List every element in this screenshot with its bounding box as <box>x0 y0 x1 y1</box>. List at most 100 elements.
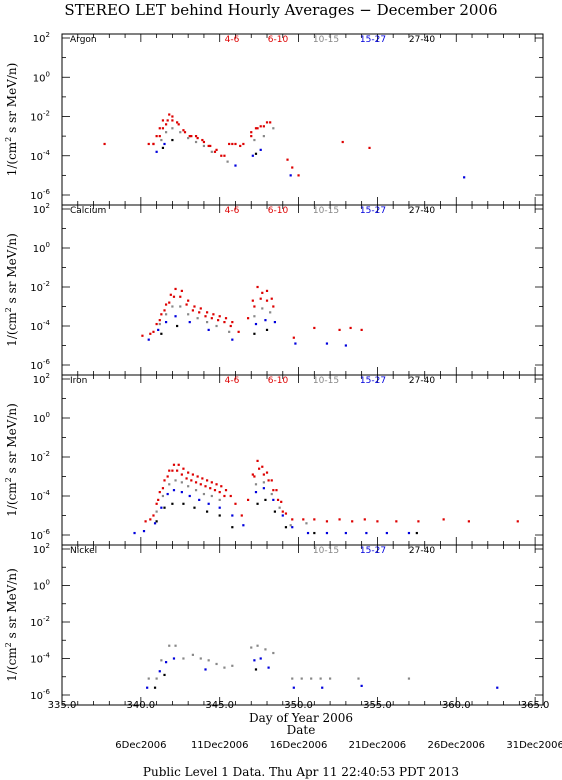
x-tick-label: 360.0 <box>442 700 471 711</box>
data-point-10-15 <box>269 311 272 314</box>
data-point-4-6 <box>349 326 352 330</box>
legend-item-15-27: 15-27 <box>360 35 386 45</box>
data-point-6-10 <box>161 487 165 490</box>
data-point-10-15 <box>228 330 231 333</box>
data-point-4-6 <box>251 473 254 476</box>
data-point-4-6 <box>210 481 213 484</box>
y-tick-label: 102 <box>33 31 50 45</box>
y-tick-label: 100 <box>33 241 50 255</box>
data-point-10-15 <box>300 677 303 680</box>
data-point-27-40 <box>171 502 174 505</box>
data-point-10-15 <box>179 305 182 308</box>
data-point-4-6 <box>213 150 217 153</box>
data-point-4-6 <box>180 289 183 292</box>
data-point-15-27 <box>407 531 411 535</box>
panel-frame <box>61 33 544 206</box>
data-point-4-6 <box>207 144 210 148</box>
chart-title: STEREO LET behind Hourly Averages − Dece… <box>64 1 497 19</box>
data-point-15-27 <box>163 142 166 146</box>
data-point-4-6 <box>442 518 445 521</box>
legend-item-10-15: 10-15 <box>313 35 339 45</box>
y-tick-label: 10-2 <box>30 280 50 294</box>
data-point-27-40 <box>161 146 165 149</box>
data-point-15-27 <box>207 502 210 505</box>
y-tick-label: 100 <box>33 579 50 593</box>
data-point-15-27 <box>188 321 191 324</box>
legend-item-15-27: 15-27 <box>360 376 386 386</box>
data-point-27-40 <box>153 686 157 689</box>
data-point-6-10 <box>213 489 217 492</box>
data-point-4-6 <box>256 285 259 289</box>
data-point-10-15 <box>357 677 360 680</box>
data-point-15-27 <box>188 494 191 498</box>
data-point-27-40 <box>231 526 234 529</box>
data-point-15-27 <box>164 661 168 664</box>
data-point-4-6 <box>172 463 176 466</box>
data-point-4-6 <box>231 321 234 324</box>
data-point-10-15 <box>305 522 308 525</box>
y-tick-label: 10-4 <box>30 149 50 163</box>
data-point-15-27 <box>344 531 347 535</box>
data-point-6-10 <box>172 295 176 298</box>
legend-item-27-40: 27-40 <box>409 35 435 45</box>
data-point-10-15 <box>202 144 206 148</box>
data-point-10-15 <box>155 677 158 680</box>
x-axis-sublabel: Date <box>287 723 316 737</box>
data-point-15-27 <box>262 487 265 490</box>
data-point-6-10 <box>204 485 207 488</box>
data-point-4-6 <box>164 123 168 126</box>
date-tick-label: 26Dec2006 <box>427 740 485 751</box>
data-point-4-6 <box>158 127 161 130</box>
data-point-15-27 <box>147 338 150 341</box>
data-point-4-6 <box>234 502 237 505</box>
data-point-15-27 <box>267 666 270 669</box>
data-point-4-6 <box>237 330 240 333</box>
data-point-15-27 <box>146 686 149 689</box>
legend-item-27-40: 27-40 <box>409 546 435 556</box>
data-point-10-15 <box>174 479 177 482</box>
date-tick-labels: 6Dec2006 11Dec2006 16Dec2006 21Dec2006 26Dec… <box>115 740 562 751</box>
data-point-6-10 <box>272 489 275 492</box>
data-point-6-10 <box>168 301 171 304</box>
data-point-4-6 <box>163 479 166 482</box>
data-point-4-6 <box>212 313 215 316</box>
x-axis-label: Day of Year 2006 <box>249 711 353 725</box>
data-point-6-10 <box>258 467 261 470</box>
data-point-15-27 <box>360 684 363 687</box>
y-tick-label: 100 <box>33 411 50 425</box>
data-point-10-15 <box>250 646 253 649</box>
y-tick-label: 10-6 <box>30 688 50 702</box>
legend-item-6-10: 6-10 <box>268 376 289 386</box>
data-point-27-40 <box>163 673 166 677</box>
data-point-10-15 <box>194 489 198 492</box>
data-point-4-6 <box>169 293 172 296</box>
data-point-4-6 <box>270 297 273 300</box>
data-point-10-15 <box>319 677 322 680</box>
data-point-4-6 <box>194 135 198 138</box>
date-tick-label: 16Dec2006 <box>270 740 328 751</box>
data-point-10-15 <box>231 664 234 667</box>
data-point-4-6 <box>275 489 278 492</box>
data-point-15-27 <box>259 148 262 151</box>
data-point-27-40 <box>256 502 259 505</box>
data-point-4-6 <box>265 289 269 292</box>
data-point-6-10 <box>281 510 284 513</box>
data-point-10-15 <box>207 659 210 662</box>
data-point-6-10 <box>259 297 262 300</box>
data-point-4-6 <box>205 311 209 314</box>
data-point-15-27 <box>272 498 275 501</box>
data-point-6-10 <box>163 309 166 312</box>
data-point-4-6 <box>250 135 253 138</box>
data-point-10-15 <box>164 131 168 134</box>
x-tick-label: 340.0 <box>127 700 156 711</box>
data-point-4-6 <box>160 313 163 316</box>
data-point-6-10 <box>179 295 182 298</box>
panels: 102 100 10-2 10-4 10-6 1/(cm2 s sr MeV/n) Argo… <box>4 31 544 706</box>
y-tick-label: 10-6 <box>30 358 50 372</box>
data-point-4-6 <box>417 520 420 523</box>
data-point-4-6 <box>240 514 243 517</box>
data-point-4-6 <box>261 291 264 294</box>
y-axis-label: 1/(cm2 s sr MeV/n) <box>4 233 19 347</box>
data-point-10-15 <box>253 315 256 318</box>
data-point-27-40 <box>205 510 209 513</box>
